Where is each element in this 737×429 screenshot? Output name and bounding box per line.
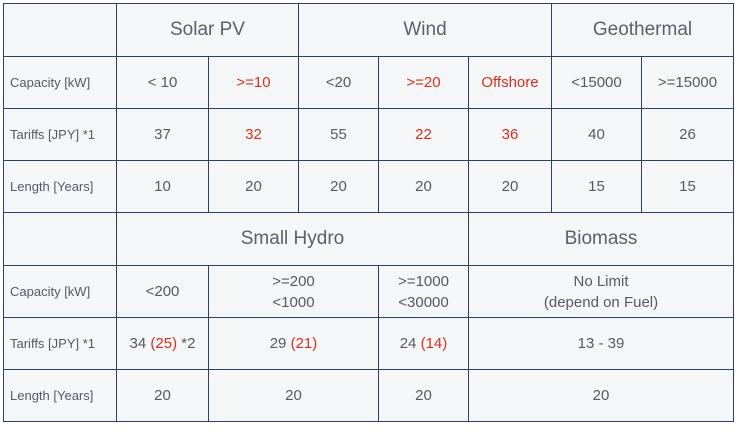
top-capacity-row: Capacity [kW] < 10 >=10 <20 >=20 Offshor… [3, 56, 734, 109]
length-cell: 15 [641, 160, 734, 213]
tariff-value: 24 [399, 335, 417, 352]
tariff-cell: 32 [208, 108, 299, 161]
capacity-cell: <15000 [551, 56, 642, 109]
header-small-hydro: Small Hydro [116, 212, 469, 266]
capacity-line: No Limit [573, 272, 629, 290]
length-cell: 20 [208, 160, 299, 213]
capacity-line: >=200 [272, 272, 315, 290]
capacity-cell: < 10 [116, 56, 209, 109]
capacity-cell: <200 [116, 265, 209, 318]
tariff-cell: 36 [468, 108, 552, 161]
header-geothermal: Geothermal [551, 3, 734, 57]
tariff-value: 34 [129, 335, 147, 352]
capacity-line: >=1000 [398, 272, 449, 290]
length-cell: 20 [378, 160, 469, 213]
row-label-tariffs: Tariffs [JPY] *1 [3, 108, 117, 161]
bottom-length-row: Length [Years] 20 20 20 20 [3, 369, 734, 422]
tariff-footnote: *2 [181, 335, 196, 352]
capacity-cell: >=15000 [641, 56, 734, 109]
tariff-cell: 55 [298, 108, 379, 161]
tariff-value: 29 [269, 335, 287, 352]
length-cell: 20 [116, 369, 209, 422]
length-cell: 20 [468, 369, 734, 422]
row-label-length: Length [Years] [3, 369, 117, 422]
corner-cell [3, 212, 117, 266]
bottom-capacity-row: Capacity [kW] <200 >=200 <1000 >=1000 <3… [3, 265, 734, 318]
capacity-cell: >=10 [208, 56, 299, 109]
capacity-line: <30000 [398, 293, 449, 311]
corner-cell [3, 3, 117, 57]
row-label-capacity: Capacity [kW] [3, 56, 117, 109]
length-cell: 20 [378, 369, 469, 422]
row-label-length: Length [Years] [3, 160, 117, 213]
capacity-cell: >=20 [378, 56, 469, 109]
tariff-alt-value: (14) [420, 335, 448, 352]
capacity-cell: <20 [298, 56, 379, 109]
capacity-cell: No Limit (depend on Fuel) [468, 265, 734, 318]
length-cell: 20 [468, 160, 552, 213]
length-cell: 10 [116, 160, 209, 213]
row-label-capacity: Capacity [kW] [3, 265, 117, 318]
capacity-cell: Offshore [468, 56, 552, 109]
capacity-cell: >=1000 <30000 [378, 265, 469, 318]
tariff-cell: 29 (21) [208, 317, 379, 370]
tariff-cell: 13 - 39 [468, 317, 734, 370]
tariff-alt-value: (25) [150, 335, 178, 352]
tariff-cell: 34 (25) *2 [116, 317, 209, 370]
length-cell: 20 [208, 369, 379, 422]
tariff-cell: 37 [116, 108, 209, 161]
feed-in-tariff-table: Solar PV Wind Geothermal Capacity [kW] <… [3, 3, 734, 422]
bottom-tariffs-row: Tariffs [JPY] *1 34 (25) *2 29 (21) 24 (… [3, 317, 734, 370]
top-tariffs-row: Tariffs [JPY] *1 37 32 55 22 36 40 26 [3, 108, 734, 161]
row-label-tariffs: Tariffs [JPY] *1 [3, 317, 117, 370]
tariff-cell: 26 [641, 108, 734, 161]
capacity-line: <1000 [272, 293, 315, 311]
tariff-alt-value: (21) [290, 335, 318, 352]
capacity-cell: >=200 <1000 [208, 265, 379, 318]
length-cell: 15 [551, 160, 642, 213]
tariff-cell: 40 [551, 108, 642, 161]
top-header-row: Solar PV Wind Geothermal [3, 3, 734, 57]
length-cell: 20 [298, 160, 379, 213]
top-length-row: Length [Years] 10 20 20 20 20 15 15 [3, 160, 734, 213]
header-solar-pv: Solar PV [116, 3, 299, 57]
capacity-line: (depend on Fuel) [543, 293, 659, 311]
bottom-header-row: Small Hydro Biomass [3, 212, 734, 266]
tariff-cell: 22 [378, 108, 469, 161]
header-biomass: Biomass [468, 212, 734, 266]
header-wind: Wind [298, 3, 552, 57]
tariff-cell: 24 (14) [378, 317, 469, 370]
